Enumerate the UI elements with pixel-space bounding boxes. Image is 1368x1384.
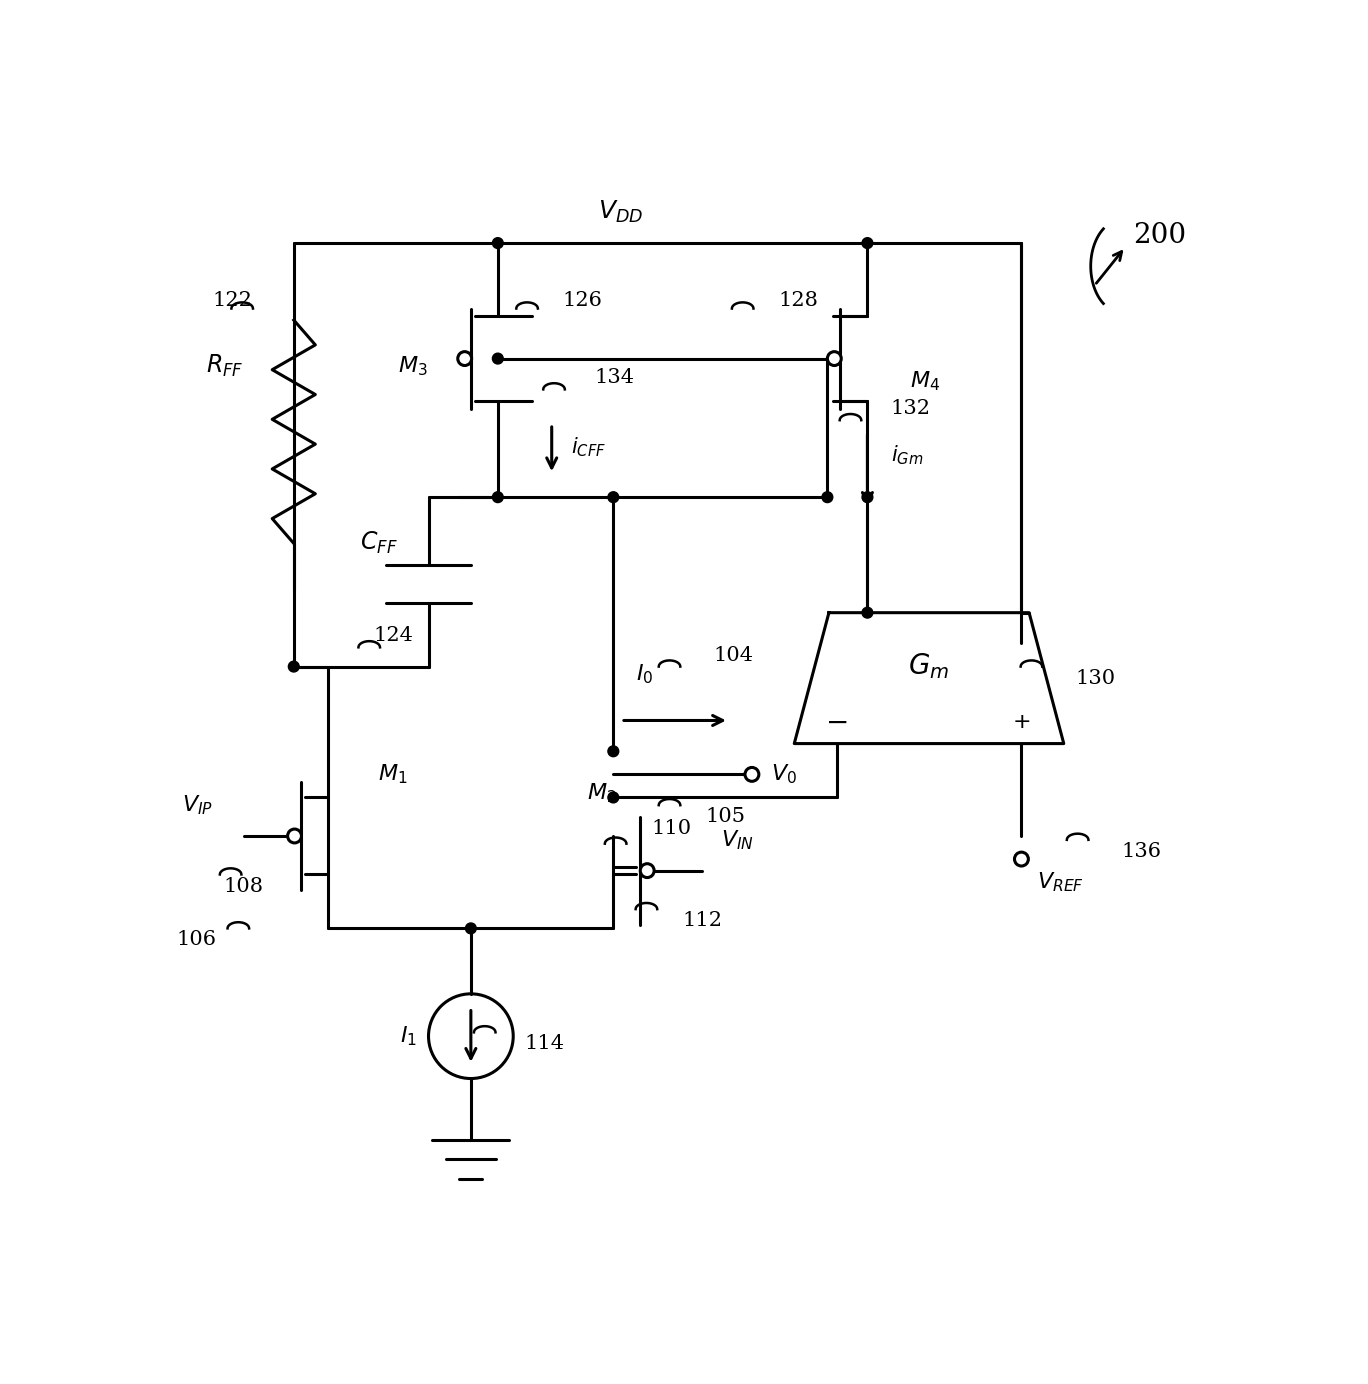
Circle shape: [862, 238, 873, 249]
Text: 122: 122: [212, 291, 252, 310]
Circle shape: [289, 662, 300, 673]
Circle shape: [607, 491, 618, 502]
Circle shape: [862, 608, 873, 619]
Text: $i_{Gm}$: $i_{Gm}$: [891, 443, 923, 466]
Circle shape: [640, 864, 654, 877]
Text: $R_{FF}$: $R_{FF}$: [205, 353, 244, 379]
Text: $-$: $-$: [825, 709, 848, 736]
Text: $+$: $+$: [1012, 711, 1030, 732]
Text: $V_{DD}$: $V_{DD}$: [598, 199, 643, 226]
Circle shape: [492, 491, 503, 502]
Text: $V_{IN}$: $V_{IN}$: [721, 828, 754, 851]
Text: $i_{CFF}$: $i_{CFF}$: [570, 436, 606, 459]
Text: $V_0$: $V_0$: [772, 763, 798, 786]
Text: 134: 134: [594, 368, 635, 388]
Text: 136: 136: [1122, 841, 1161, 861]
Text: $G_m$: $G_m$: [908, 652, 949, 681]
Circle shape: [746, 768, 759, 782]
Text: 112: 112: [683, 911, 722, 930]
Text: 128: 128: [778, 291, 818, 310]
Text: $M_1$: $M_1$: [379, 763, 408, 786]
Text: $M_4$: $M_4$: [910, 370, 940, 393]
Circle shape: [465, 923, 476, 934]
Text: 104: 104: [714, 645, 754, 664]
Circle shape: [822, 491, 833, 502]
Circle shape: [1015, 853, 1029, 866]
Text: 110: 110: [651, 819, 692, 837]
Text: $M_2$: $M_2$: [587, 782, 617, 805]
Text: 108: 108: [223, 876, 263, 895]
Text: 126: 126: [562, 291, 602, 310]
Text: 132: 132: [891, 399, 930, 418]
Text: 105: 105: [706, 807, 746, 826]
Text: 124: 124: [373, 627, 413, 645]
Circle shape: [607, 746, 618, 757]
Circle shape: [458, 352, 472, 365]
Circle shape: [862, 491, 873, 502]
Text: 114: 114: [525, 1034, 565, 1053]
Text: $V_{IP}$: $V_{IP}$: [182, 793, 213, 817]
Circle shape: [492, 238, 503, 249]
Circle shape: [492, 353, 503, 364]
Circle shape: [607, 792, 618, 803]
Text: $V_{REF}$: $V_{REF}$: [1037, 871, 1083, 894]
Text: $I_1$: $I_1$: [399, 1024, 417, 1048]
Text: $I_0$: $I_0$: [636, 663, 654, 686]
Text: $C_{FF}$: $C_{FF}$: [360, 530, 397, 556]
Circle shape: [828, 352, 841, 365]
Text: $M_3$: $M_3$: [398, 354, 428, 378]
Text: 200: 200: [1134, 221, 1186, 249]
Text: 106: 106: [176, 930, 216, 949]
Text: 130: 130: [1075, 668, 1115, 688]
Circle shape: [287, 829, 301, 843]
